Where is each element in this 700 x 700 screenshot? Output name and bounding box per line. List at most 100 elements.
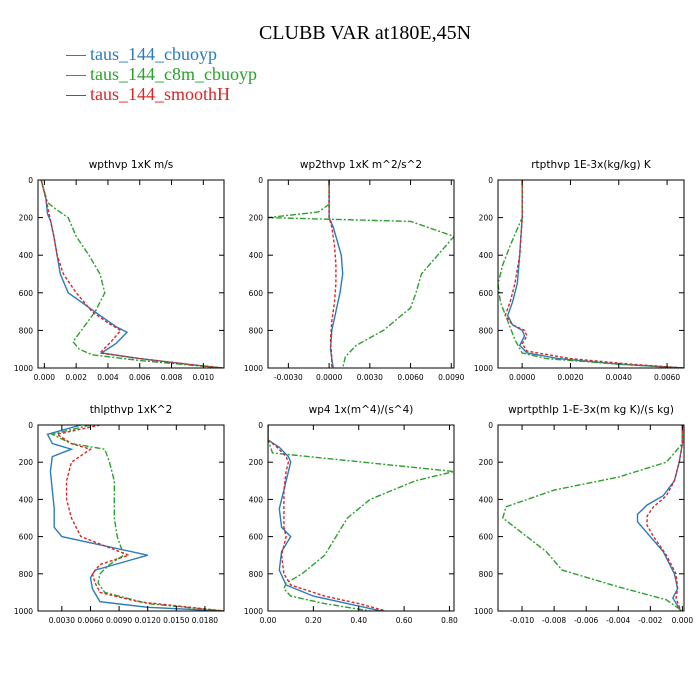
legend-item-smoothh: taus_144_smoothH (66, 84, 257, 104)
y-tick-label: 400 (19, 495, 34, 504)
x-tick-label: 0.0020 (557, 373, 583, 382)
legend-label-cbuoyp: taus_144_cbuoyp (90, 44, 217, 64)
series-line-2 (55, 425, 224, 611)
series-line-0 (268, 425, 382, 611)
y-tick-label: 800 (249, 570, 264, 579)
y-tick-label: 400 (479, 495, 494, 504)
y-tick-label: 800 (479, 570, 494, 579)
plot-frame (267, 179, 455, 369)
y-tick-label: 200 (249, 214, 264, 223)
y-tick-label: 400 (479, 251, 494, 260)
series-line-2 (268, 425, 387, 611)
y-tick-label: 200 (19, 214, 34, 223)
x-tick-label: 0.002 (65, 373, 87, 382)
y-tick-label: 400 (19, 251, 34, 260)
x-tick-label: 0.008 (161, 373, 183, 382)
plot-frame (37, 179, 225, 369)
series-line-0 (506, 180, 684, 368)
x-tick-label: 0.0040 (606, 373, 632, 382)
legend-item-cbuoyp: taus_144_cbuoyp (66, 44, 257, 64)
y-tick-label: 800 (479, 326, 494, 335)
chart-title: thlpthvp 1xK^2 (90, 404, 173, 416)
legend-swatch-cbuoyp (66, 55, 86, 57)
y-tick-label: 200 (479, 214, 494, 223)
chart-panel-2: rtpthvp 1E-3x(kg/kg) K 0 200 400 600 800 1000 0… (474, 159, 685, 382)
y-tick-label: 1000 (474, 607, 493, 616)
y-tick-label: 1000 (244, 607, 263, 616)
x-tick-label: 0.0120 (135, 616, 161, 625)
chart-panel-5: wprtpthlp 1-E-3x(m kg K)/(s kg) 0 200 400 60… (474, 404, 693, 625)
series-line-2 (40, 180, 223, 368)
series-line-0 (636, 425, 684, 611)
y-tick-label: 800 (19, 570, 34, 579)
x-tick-label: 0.0030 (49, 616, 75, 625)
y-tick-label: 600 (19, 289, 34, 298)
y-tick-label: 400 (249, 251, 264, 260)
legend-item-c8m-cbuoyp: taus_144_c8m_cbuoyp (66, 64, 257, 84)
series-line-2 (328, 180, 337, 368)
plot-frame (37, 424, 225, 612)
x-tick-label: 0.0060 (77, 616, 103, 625)
series-line-1 (40, 180, 223, 368)
y-tick-label: 600 (249, 533, 264, 542)
y-tick-label: 1000 (14, 607, 33, 616)
x-tick-label: 0.40 (350, 616, 367, 625)
chart-title: wpthvp 1xK m/s (89, 159, 174, 171)
y-tick-label: 1000 (14, 364, 33, 373)
y-tick-label: 400 (249, 495, 264, 504)
x-tick-label: -0.0030 (274, 373, 303, 382)
chart-title: wp4 1x(m^4)/(s^4) (309, 404, 414, 416)
series-line-1 (501, 425, 684, 611)
y-tick-label: 600 (479, 289, 494, 298)
plot-frame (497, 424, 685, 612)
legend-label-smoothh: taus_144_smoothH (90, 84, 231, 104)
y-tick-label: 200 (249, 458, 264, 467)
x-tick-label: -0.006 (574, 616, 598, 625)
y-tick-label: 800 (249, 326, 264, 335)
plot-frame (267, 424, 455, 612)
y-tick-label: 0 (28, 421, 33, 430)
x-tick-label: -0.008 (542, 616, 566, 625)
x-tick-label: 0.20 (305, 616, 322, 625)
x-tick-label: -0.010 (510, 616, 534, 625)
x-tick-label: 0.0090 (106, 616, 132, 625)
y-tick-label: 0 (488, 176, 493, 185)
legend: taus_144_cbuoyp taus_144_c8m_cbuoyp taus… (66, 44, 257, 104)
x-tick-label: 0.00 (260, 616, 277, 625)
chart-title: wp2thvp 1xK m^2/s^2 (300, 159, 422, 171)
x-tick-label: 0.010 (193, 373, 215, 382)
series-line-2 (504, 180, 684, 368)
x-tick-label: 0.0180 (192, 616, 218, 625)
x-tick-label: 0.000 (34, 373, 56, 382)
legend-swatch-c8m-cbuoyp (66, 75, 86, 77)
x-tick-label: -0.004 (606, 616, 630, 625)
chart-title: rtpthvp 1E-3x(kg/kg) K (531, 159, 652, 171)
series-line-0 (46, 425, 224, 611)
x-tick-label: 0.0060 (397, 373, 423, 382)
x-tick-label: 0.0060 (654, 373, 680, 382)
series-line-0 (40, 180, 223, 368)
series-line-2 (646, 425, 684, 611)
x-tick-label: 0.0000 (509, 373, 535, 382)
series-line-1 (268, 180, 454, 368)
x-tick-label: 0.0000 (316, 373, 342, 382)
x-tick-label: 0.000 (672, 616, 694, 625)
y-tick-label: 600 (19, 533, 34, 542)
x-tick-label: 0.0150 (163, 616, 189, 625)
x-tick-label: 0.80 (441, 616, 458, 625)
legend-label-c8m-cbuoyp: taus_144_c8m_cbuoyp (90, 64, 257, 84)
x-tick-label: 0.0030 (357, 373, 383, 382)
y-tick-label: 0 (488, 421, 493, 430)
y-tick-label: 200 (19, 458, 34, 467)
plot-frame (497, 179, 685, 369)
series-line-1 (268, 425, 454, 611)
x-tick-label: 0.60 (396, 616, 413, 625)
y-tick-label: 0 (258, 176, 263, 185)
x-tick-label: -0.002 (638, 616, 662, 625)
legend-swatch-smoothh (66, 95, 86, 97)
y-tick-label: 0 (258, 421, 263, 430)
y-tick-label: 600 (479, 533, 494, 542)
